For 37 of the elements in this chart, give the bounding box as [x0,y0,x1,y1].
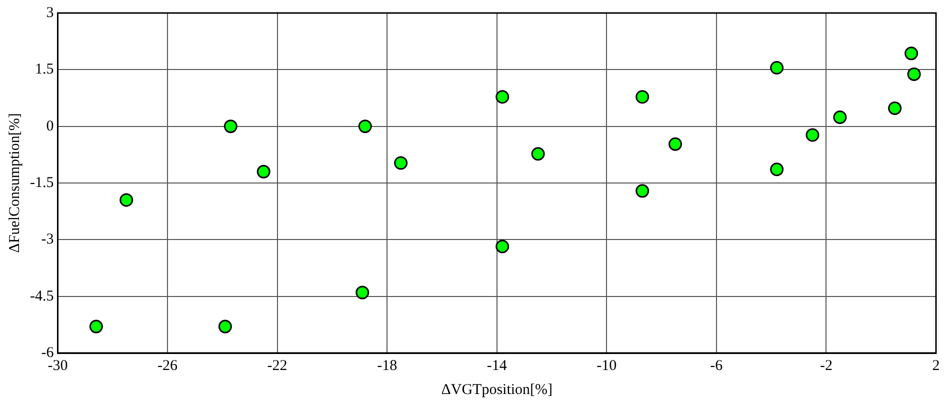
point [770,61,784,75]
point [394,156,408,170]
point [904,46,918,60]
point [218,320,232,334]
point [907,67,921,81]
point [224,120,238,134]
point [356,286,370,300]
point [806,128,820,142]
y-tick-label: -1.5 [30,174,54,191]
point [833,110,847,124]
point [636,184,650,198]
x-tick-label: -26 [158,358,178,374]
point [668,137,682,151]
x-axis-title: ΔVGTposition[%] [441,382,553,398]
x-tick-label: -10 [596,358,617,374]
point [120,193,134,207]
x-tick-label: -18 [377,358,398,374]
point [256,164,270,178]
x-tick-label: -6 [710,358,724,374]
point [496,90,510,104]
x-tick-label: -22 [267,358,288,374]
point [531,147,545,161]
point [770,162,784,176]
point [358,120,372,134]
y-tick-label: -4.5 [30,288,54,304]
y-tick-label: 1.5 [34,62,54,78]
point [496,240,510,254]
x-tick-label: -14 [486,358,508,374]
x-tick-label: -2 [820,358,832,374]
y-tick-label: -3 [41,232,54,248]
y-axis-title: ΔFuelConsumption[%] [6,113,23,253]
x-tick-label: 2 [932,358,940,374]
point [89,320,103,334]
point [888,101,902,115]
y-tick-label: 3 [46,4,54,21]
point [636,90,650,104]
y-tick-label: 0 [46,118,54,134]
